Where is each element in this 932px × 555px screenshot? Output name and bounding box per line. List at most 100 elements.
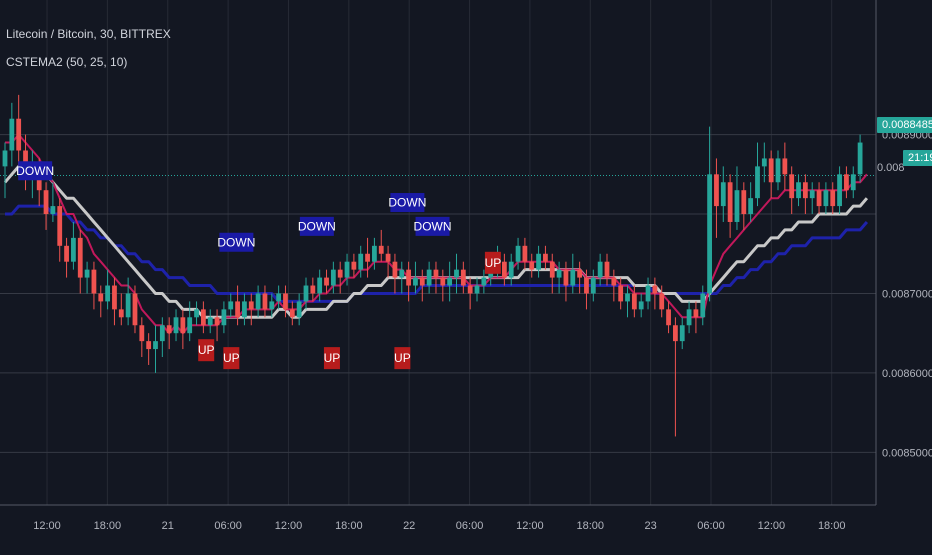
candle-body [406,269,412,286]
candle [283,285,288,318]
candle [392,253,398,294]
down-signal-marker: DOWN [414,216,452,236]
candle [755,142,760,207]
candle [508,253,514,286]
signal-label: DOWN [298,219,336,233]
candle-body [481,277,487,286]
candle-body [146,341,152,350]
candle-body [112,285,117,310]
candle-body [686,309,692,326]
candle [727,174,733,238]
candle-body [590,277,596,294]
candle-body [844,174,849,191]
signal-label: UP [223,351,240,365]
up-signal-marker: UP [223,347,240,370]
down-signal-marker: DOWN [298,216,336,236]
signal-box [219,232,254,252]
candle [666,301,671,334]
candle [570,253,576,294]
candle-body [9,118,15,151]
candle-body [413,277,418,286]
signal-box [323,347,340,370]
candle [365,237,370,278]
candle [187,301,193,342]
candle-body [118,309,124,318]
candle [857,134,863,183]
signal-label: DOWN [16,164,54,178]
candle [296,293,302,326]
candle-body [809,190,815,199]
candle [700,285,706,326]
candle-body [570,269,576,286]
candle-body [830,190,836,207]
candle [454,253,459,294]
candle-body [419,277,425,286]
candle [761,142,767,183]
candle-body [153,341,158,350]
candle-body [105,285,111,302]
candle [515,237,521,270]
candle [344,253,350,286]
candle-body [597,261,603,278]
candle [330,261,336,294]
candle-body [303,285,309,302]
bar-countdown-badge: 21:19 [903,150,932,166]
candle [775,150,781,191]
candle [734,166,740,230]
time-tick-label: 06:00 [456,520,484,532]
candle [659,285,665,318]
candle [673,317,678,437]
candle-body [529,261,535,270]
candle [823,182,829,215]
candle-body [125,293,131,318]
time-tick-label: 12:00 [516,520,544,532]
candle-body [91,269,97,294]
candle-body [289,309,295,318]
candle [118,293,124,326]
indicator-legend[interactable]: CSTEMA2 (50, 25, 10) [6,55,128,69]
candle-body [604,261,610,278]
candle [604,253,610,286]
candle-body [720,182,726,207]
candle [549,253,555,294]
candle-body [556,269,562,278]
candle-body [460,269,466,286]
candle-body [802,182,808,199]
signal-label: UP [394,351,411,365]
candle-body [43,190,49,215]
candle-body [631,293,637,310]
candle-body [638,301,644,310]
candle-body [392,261,398,278]
candle-body [57,206,63,246]
down-signal-marker: DOWN [16,161,54,181]
candle-body [447,277,453,286]
candle-body [64,245,69,262]
candle-body [378,245,384,254]
signal-box [415,216,450,236]
candle [166,317,172,350]
candle [556,261,562,294]
candle-body [344,261,350,278]
candle [269,293,275,318]
signal-label: UP [324,351,341,365]
candle-body [228,301,234,310]
candle-body [173,317,179,334]
candle-body [857,142,863,175]
candle-body [741,190,747,215]
candle [242,293,247,326]
candle-body [673,325,678,342]
time-tick-label: 22 [403,520,415,532]
candle [741,182,747,230]
candle [816,182,822,215]
candle [2,142,8,199]
candle [57,198,63,262]
candle-body [440,277,446,286]
candle [372,237,377,270]
candle [303,277,309,310]
candle-body [296,301,302,318]
candle [837,166,842,215]
